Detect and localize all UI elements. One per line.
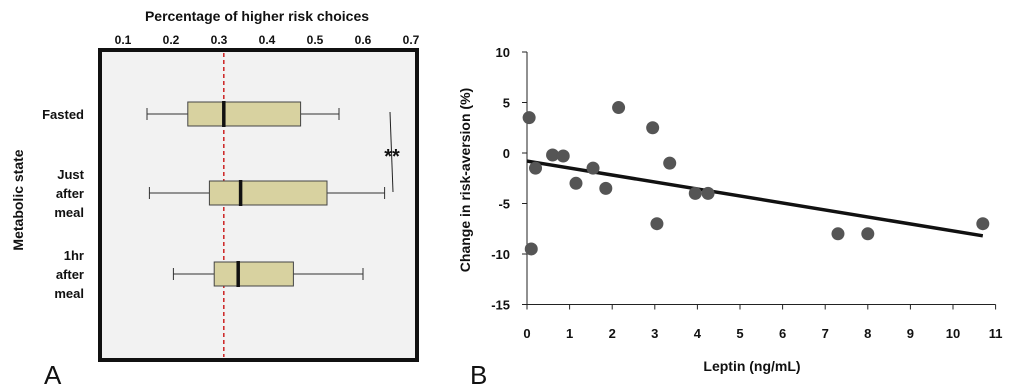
significance-marker: ** [384,146,400,168]
x-tick-label: 8 [864,326,871,341]
category-label: after [56,186,84,201]
x-tick-label: 6 [779,326,786,341]
boxplot-x-tick-label: 0.2 [163,33,180,47]
trend-line [526,159,984,238]
panel-letter-b: B [470,360,487,385]
category-label: Just [57,167,84,182]
x-tick-label: 0 [523,326,530,341]
category-label: 1hr [64,248,84,263]
x-tick-label: 9 [907,326,914,341]
scatter-y-axis-label: Change in risk-aversion (%) [457,88,473,272]
y-tick-label: 0 [503,146,510,161]
significance-bracket [389,111,394,193]
y-tick-label: -15 [491,298,510,313]
x-tick-label: 1 [566,326,573,341]
category-label: meal [54,286,84,301]
x-tick-label: 2 [609,326,616,341]
x-tick-label: 10 [946,326,960,341]
boxplot-x-tick-label: 0.4 [259,33,276,47]
data-point [688,186,702,200]
data-point [599,181,613,195]
x-tick-label: 5 [736,326,743,341]
category-label: meal [54,205,84,220]
y-tick-label: -10 [491,247,510,262]
data-point [646,121,660,135]
x-tick-label: 3 [651,326,658,341]
data-point [831,227,845,241]
data-point [861,227,875,241]
data-point [612,101,626,115]
boxplot-panel: 0.1 0.2 0.3 0.4 0.5 0.6 0.7 Fasted Just after meal… [10,8,420,385]
data-point [529,161,543,175]
scatter-x-axis-label: Leptin (ng/mL) [703,358,800,374]
boxplot-y-axis-label: Metabolic state [10,149,26,250]
y-tick-label: 10 [496,45,510,60]
y-tick-label: 5 [503,96,510,111]
data-point [663,156,677,170]
boxplot-x-tick-label: 0.1 [115,33,132,47]
box [208,180,328,206]
data-point [556,149,570,163]
box [187,101,302,127]
boxplot-x-tick-label: 0.5 [307,33,324,47]
boxplot-x-tick-label: 0.6 [355,33,372,47]
scatter-panel: 10 5 0 -5 -10 -15 0 1 2 3 4 5 6 7 8 9 10 11 Leptin (ng/mL… [457,45,1002,385]
panel-letter-a: A [44,360,62,385]
x-tick-label: 4 [694,326,702,341]
box [213,261,294,287]
data-point [569,176,583,190]
data-point [522,111,536,125]
category-label: after [56,267,84,282]
data-point [524,242,538,256]
category-label: Fasted [42,107,84,122]
data-point [976,217,990,231]
data-point [650,217,664,231]
data-point [546,148,560,162]
x-tick-label: 11 [989,326,1003,341]
data-point [701,186,715,200]
y-tick-label: -5 [498,197,510,212]
x-tick-label: 7 [822,326,829,341]
data-point [586,161,600,175]
boxplot-x-tick-label: 0.3 [211,33,228,47]
boxplot-x-tick-label: 0.7 [403,33,420,47]
boxplot-x-axis-label: Percentage of higher risk choices [145,8,369,24]
